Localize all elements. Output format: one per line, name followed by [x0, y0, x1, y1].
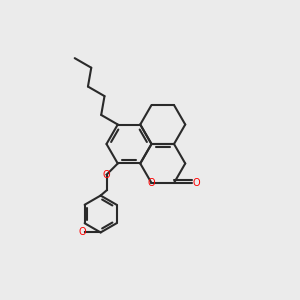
Text: O: O [103, 169, 110, 180]
Text: O: O [79, 227, 86, 237]
Text: O: O [148, 178, 155, 188]
Text: O: O [193, 178, 200, 188]
